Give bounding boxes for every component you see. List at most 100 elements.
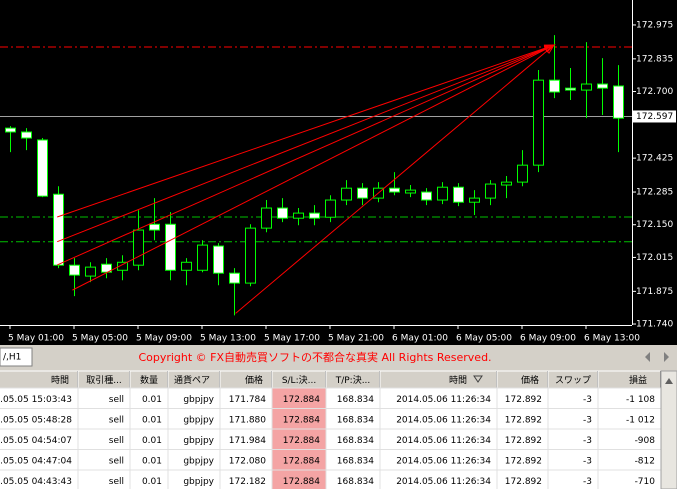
chart-tab-label[interactable]: /,H1 xyxy=(3,353,21,363)
cell-text: sell xyxy=(109,436,124,446)
candle-body xyxy=(117,261,128,271)
price-tick-label: 171.740 xyxy=(636,320,673,330)
time-tick-label: 5 May 17:00 xyxy=(264,334,320,344)
candle-body xyxy=(357,187,368,199)
price-tick-label: 172.425 xyxy=(636,154,673,164)
column-header-label: 価格 xyxy=(245,374,263,386)
candle-body xyxy=(69,264,80,276)
candle-body xyxy=(53,193,64,266)
candle-body xyxy=(517,164,528,183)
cell-text: gbpjpy xyxy=(183,456,214,466)
trade-arrow xyxy=(56,44,555,266)
cell-text: 168.834 xyxy=(337,436,374,446)
candle-body xyxy=(597,83,608,89)
cell-text: 172.892 xyxy=(505,436,542,446)
cell-text: 2014.05.06 11:26:34 xyxy=(396,395,491,405)
chart-tab[interactable] xyxy=(0,347,33,367)
arrow-head xyxy=(544,44,556,54)
candle-body xyxy=(469,197,480,203)
candle-body xyxy=(213,245,224,274)
cell-text: 171.784 xyxy=(229,395,266,405)
time-tick-label: 5 May 09:00 xyxy=(136,334,192,344)
cell-text: sell xyxy=(109,395,124,405)
tab-scroll-right[interactable] xyxy=(664,352,669,362)
candle-body xyxy=(21,131,32,139)
cell-text: gbpjpy xyxy=(183,395,214,405)
cell-text: -1 108 xyxy=(626,395,655,405)
candle-body xyxy=(37,139,48,197)
cell-text: .05.05 15:03:43 xyxy=(0,395,72,405)
candle-body xyxy=(565,87,576,91)
column-header-label: S/L:決... xyxy=(282,374,316,386)
candle-body xyxy=(277,207,288,219)
candle-body xyxy=(229,272,240,284)
tab-scroll-left[interactable] xyxy=(645,352,650,362)
trade-history-table: 時間 取引種... 数量 通貨ペア 価格 S/L:決... T/P:決... 時間 価格 スワップ… xyxy=(0,370,662,489)
time-tick-label: 6 May 13:00 xyxy=(584,334,640,344)
cell-text: -1 012 xyxy=(626,415,655,425)
cell-text: .05.05 04:47:04 xyxy=(0,456,72,466)
candle-body xyxy=(149,223,160,231)
cell-text: 2014.05.06 11:26:34 xyxy=(396,436,491,446)
column-header-label: 数量 xyxy=(140,374,158,386)
chart-plot: 172.975 172.835 172.700 172.425 172.285 172.1… xyxy=(0,20,676,344)
cell-text: 168.834 xyxy=(337,395,374,405)
time-tick-label: 5 May 13:00 xyxy=(200,334,256,344)
cell-text: sell xyxy=(109,456,124,466)
candle-body xyxy=(405,189,416,194)
price-tick-label: 172.285 xyxy=(636,188,673,198)
cell-text: 172.884 xyxy=(283,436,320,446)
candle-body xyxy=(421,191,432,201)
cell-text: 172.884 xyxy=(283,456,320,466)
candle-body xyxy=(581,83,592,91)
cell-text: 172.892 xyxy=(505,395,542,405)
time-tick-label: 5 May 01:00 xyxy=(8,334,64,344)
sort-indicator[interactable] xyxy=(473,375,483,383)
candle-body xyxy=(453,186,464,203)
cell-text: 0.01 xyxy=(142,395,162,405)
cell-text: -812 xyxy=(635,456,655,466)
cell-text: 0.01 xyxy=(142,477,162,487)
cell-text: 168.834 xyxy=(337,477,374,487)
candle-body xyxy=(181,261,192,271)
candle-body xyxy=(485,183,496,199)
candle-body xyxy=(197,244,208,271)
cell-text: 172.884 xyxy=(283,415,320,425)
candle-body xyxy=(309,212,320,219)
price-tick-label: 172.835 xyxy=(636,54,673,64)
column-header-label: 通貨ペア xyxy=(174,374,210,386)
time-tick-label: 5 May 21:00 xyxy=(328,334,384,344)
cell-text: gbpjpy xyxy=(183,415,214,425)
cell-text: -3 xyxy=(583,436,592,446)
cell-text: .05.05 04:43:43 xyxy=(0,477,72,487)
candle-body xyxy=(133,229,144,266)
cell-text: 168.834 xyxy=(337,456,374,466)
scrollbar[interactable] xyxy=(660,370,677,489)
cell-text: 0.01 xyxy=(142,456,162,466)
column-header-label: 価格 xyxy=(521,374,539,386)
bid-label-box xyxy=(633,110,676,123)
cell-text: 0.01 xyxy=(142,415,162,425)
scroll-up[interactable] xyxy=(665,378,673,384)
price-tick-label: 172.975 xyxy=(636,20,673,30)
candle-body xyxy=(245,227,256,284)
candle-body xyxy=(261,207,272,229)
cell-text: 168.834 xyxy=(337,415,374,425)
price-tick-label: 172.150 xyxy=(636,220,673,230)
time-tick-label: 5 May 05:00 xyxy=(72,334,128,344)
bid-label: 172.597 xyxy=(636,112,673,122)
candle-body xyxy=(437,186,448,201)
candle-body xyxy=(533,79,544,166)
candle-body xyxy=(85,266,96,277)
cell-text: 172.892 xyxy=(505,415,542,425)
price-tick-label: 172.015 xyxy=(636,253,673,263)
column-header-label: 時間 xyxy=(51,375,69,386)
cell-text: 172.884 xyxy=(283,477,320,487)
cell-text: sell xyxy=(109,477,124,487)
cell-text: -710 xyxy=(635,477,656,487)
copyright-notice: Copyright © FX自動売買ソフトの不都合な真実 All Rights … xyxy=(138,350,491,364)
cell-text: 172.080 xyxy=(229,456,266,466)
cell-text: 171.984 xyxy=(229,436,266,446)
chart-background xyxy=(0,0,677,345)
